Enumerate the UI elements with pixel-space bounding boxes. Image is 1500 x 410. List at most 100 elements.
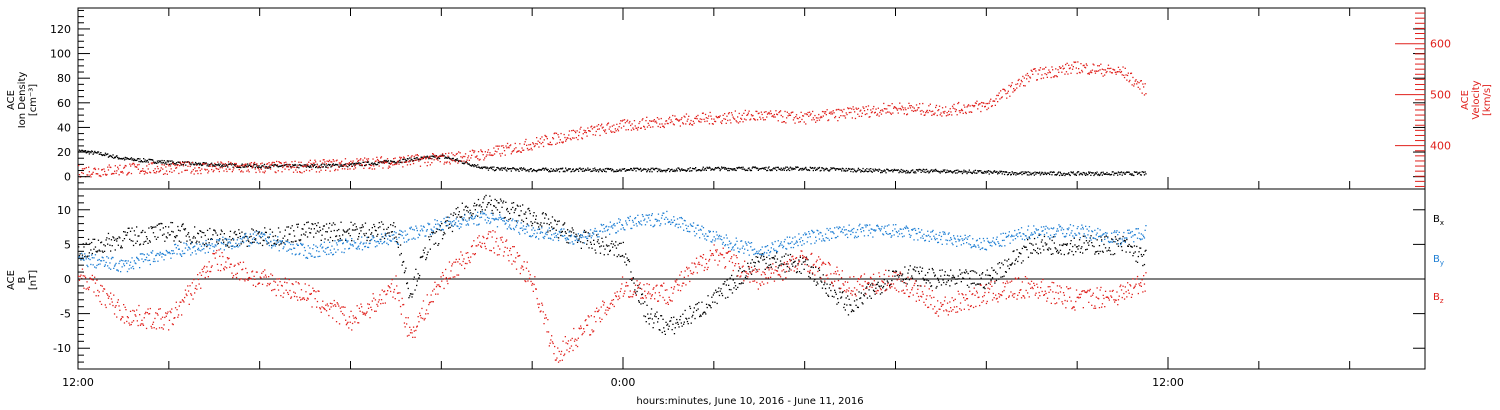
- density-point: [913, 172, 915, 174]
- density-point: [786, 169, 788, 172]
- bx-point: [429, 248, 431, 250]
- velocity-point: [457, 162, 459, 164]
- by-point: [602, 231, 604, 233]
- density-point: [1006, 171, 1008, 173]
- bx-point: [514, 209, 516, 211]
- by-point: [514, 220, 516, 222]
- bx-point: [517, 205, 519, 207]
- velocity-point: [190, 172, 192, 174]
- by-point: [254, 231, 256, 233]
- bx-point: [1088, 244, 1090, 246]
- velocity-point: [714, 120, 717, 123]
- velocity-point: [934, 112, 936, 114]
- density-point: [1131, 173, 1133, 175]
- density-point: [467, 163, 470, 165]
- by-point: [261, 235, 264, 238]
- bx-point: [884, 283, 886, 285]
- bx-point: [1008, 258, 1010, 260]
- bx-point: [874, 293, 876, 295]
- bx-point: [999, 267, 1001, 269]
- bx-point: [174, 236, 176, 238]
- velocity-point: [513, 150, 515, 152]
- density-point: [378, 162, 380, 164]
- bx-point: [674, 327, 676, 329]
- by-point: [429, 233, 431, 236]
- density-point: [234, 164, 236, 166]
- bx-point: [502, 200, 505, 202]
- velocity-point: [477, 151, 480, 153]
- density-point: [243, 166, 245, 168]
- density-point: [558, 171, 561, 173]
- density-point: [413, 157, 415, 160]
- by-point: [657, 213, 660, 215]
- velocity-point: [142, 168, 144, 170]
- bx-point: [673, 316, 675, 318]
- density-point: [1133, 171, 1136, 173]
- velocity-point: [1068, 64, 1070, 66]
- density-point: [279, 165, 281, 167]
- bx-point: [866, 286, 868, 288]
- velocity-point: [571, 130, 573, 132]
- velocity-point: [1071, 64, 1073, 66]
- density-point: [514, 168, 516, 170]
- bx-point: [345, 239, 347, 241]
- density-point: [821, 167, 824, 169]
- by-point: [498, 217, 500, 219]
- by-point: [503, 220, 505, 222]
- bx-point: [1030, 243, 1033, 245]
- velocity-point: [856, 108, 858, 110]
- by-point: [679, 226, 682, 228]
- bx-point: [323, 225, 325, 227]
- density-point: [836, 168, 838, 170]
- density-point: [107, 153, 109, 155]
- velocity-point: [431, 162, 433, 164]
- density-point: [718, 167, 720, 170]
- velocity-point: [183, 162, 185, 164]
- bx-point: [329, 236, 332, 239]
- bx-point: [413, 276, 415, 278]
- bx-point: [858, 291, 860, 293]
- density-point: [530, 168, 532, 170]
- velocity-point: [86, 174, 88, 176]
- bx-point: [142, 243, 145, 245]
- density-point: [274, 163, 276, 166]
- density-point: [261, 165, 263, 167]
- density-point: [228, 163, 230, 165]
- density-point: [615, 170, 617, 173]
- velocity-point: [1054, 75, 1056, 77]
- bx-point: [483, 196, 486, 198]
- bx-point: [158, 223, 160, 225]
- by-point: [571, 241, 573, 243]
- velocity-point: [485, 155, 487, 158]
- bx-point: [287, 239, 289, 241]
- by-point: [185, 242, 187, 245]
- bx-point: [725, 284, 727, 286]
- velocity-point: [450, 158, 452, 161]
- velocity-point: [489, 152, 491, 154]
- velocity-point: [747, 114, 749, 116]
- velocity-point: [763, 119, 765, 121]
- velocity-point: [883, 102, 885, 105]
- bx-point: [902, 279, 904, 281]
- density-point: [773, 167, 775, 169]
- bx-point: [966, 284, 969, 286]
- velocity-point: [104, 170, 106, 173]
- bx-point: [621, 254, 624, 257]
- bx-point: [686, 318, 688, 320]
- by-point: [643, 219, 645, 222]
- by-point: [325, 253, 328, 256]
- density-point: [284, 164, 286, 166]
- bx-point: [349, 235, 351, 237]
- bx-point: [181, 225, 183, 227]
- velocity-point: [707, 117, 709, 119]
- density-point: [1040, 173, 1042, 175]
- bx-point: [574, 236, 576, 238]
- by-point: [84, 253, 86, 255]
- density-point: [343, 164, 345, 166]
- by-point: [445, 222, 447, 224]
- density-point: [1047, 172, 1049, 174]
- bx-point: [197, 233, 200, 235]
- by-point: [219, 238, 221, 241]
- velocity-point: [633, 120, 636, 122]
- density-point: [100, 152, 102, 154]
